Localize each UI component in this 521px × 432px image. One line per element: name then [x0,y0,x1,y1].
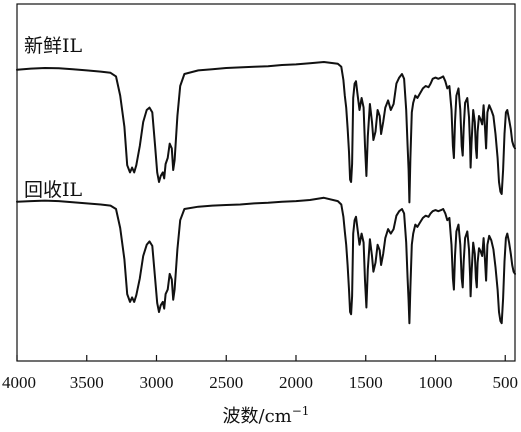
x-tick-label: 1500 [349,373,383,392]
x-tick-label: 1000 [418,373,452,392]
x-tick-label: 4000 [2,373,36,392]
spectrum-traces [16,61,516,325]
series-label-recovered: 回收IL [24,179,83,201]
x-tick-label: 2000 [279,373,313,392]
x-tick-label: 500 [492,373,518,392]
x-axis: 4000 3500 3000 2500 2000 1500 1000 500 [2,355,518,392]
x-tick-label: 3500 [70,373,104,392]
series-line-fresh [16,61,516,204]
x-tick-label: 2500 [209,373,243,392]
plot-frame [16,3,516,362]
x-axis-title: 波数/cm−1 [223,404,310,427]
x-axis-title-superscript: −1 [292,404,310,418]
series-line-recovered [16,196,516,325]
x-axis-title-main: 波数/cm [223,406,292,427]
series-label-fresh: 新鲜IL [24,35,83,57]
x-tick-label: 3000 [139,373,173,392]
